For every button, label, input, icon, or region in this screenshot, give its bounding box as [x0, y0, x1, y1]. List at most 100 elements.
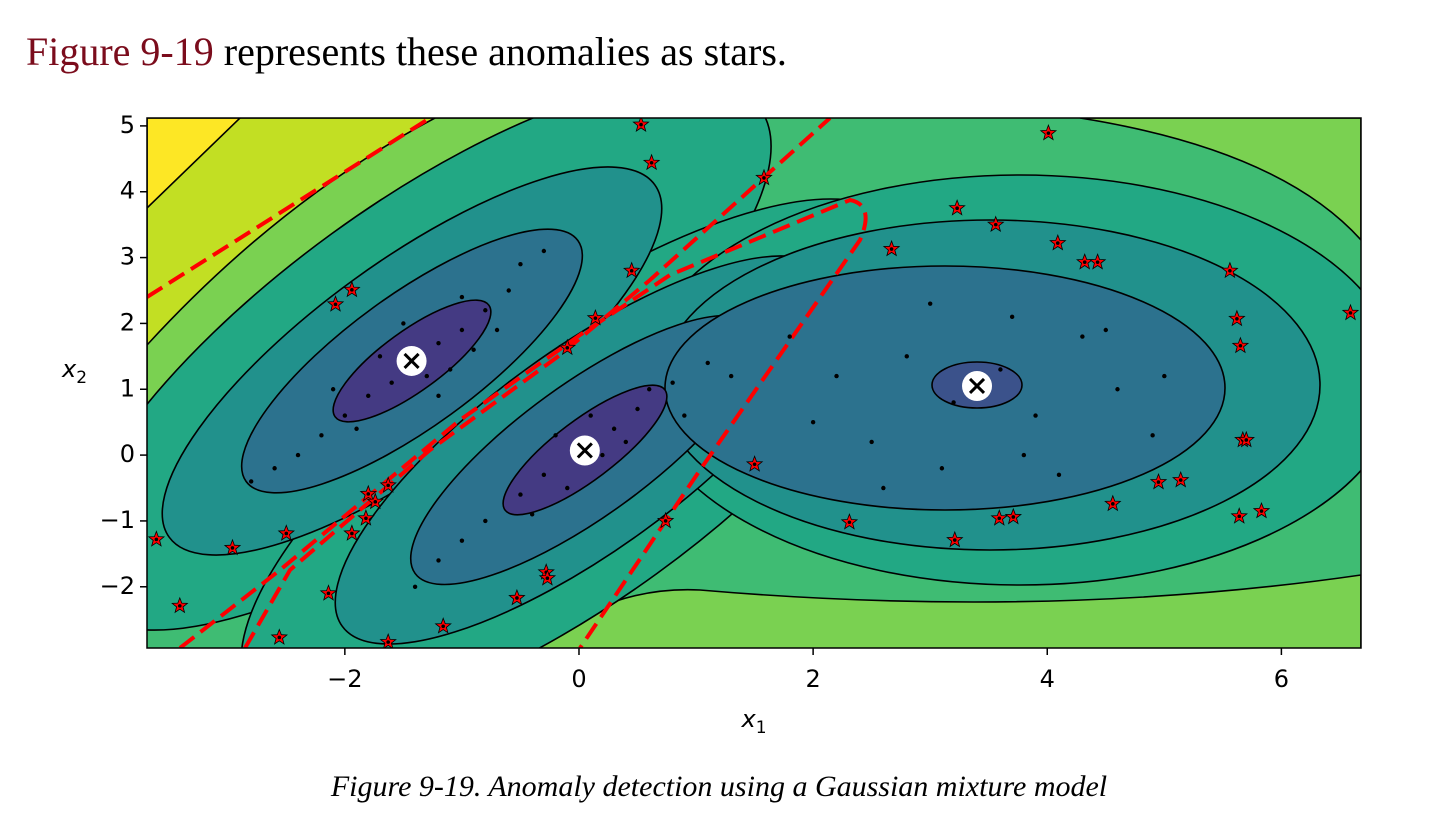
anomaly-dot — [515, 596, 519, 600]
sample-point — [471, 347, 476, 352]
anomaly-dot — [350, 531, 354, 536]
sample-point — [483, 308, 488, 313]
x-label-base: x — [740, 705, 756, 733]
paragraph-text: represents these anomalies as stars. — [223, 29, 787, 74]
marks — [147, 118, 1360, 648]
anomaly-dot — [1111, 502, 1115, 506]
sample-point — [389, 380, 394, 385]
x-axis-label: x1 — [740, 705, 766, 738]
y-tick-label: 5 — [120, 111, 135, 139]
y-tick-label: 3 — [120, 243, 135, 271]
sample-point — [459, 327, 465, 333]
anomaly-dot — [1156, 480, 1161, 484]
sample-point — [319, 433, 324, 438]
anomaly-dot — [629, 268, 634, 273]
sample-point — [705, 360, 710, 366]
figure-link[interactable]: Figure 9-19 — [26, 29, 214, 74]
anomaly-dot — [154, 537, 159, 542]
anomaly-dot — [997, 516, 1002, 521]
anomaly-dot — [762, 176, 766, 180]
anomaly-dot — [993, 222, 998, 227]
sample-point — [436, 393, 441, 399]
anomaly-dot — [230, 546, 235, 550]
y-label-base: x — [61, 355, 77, 383]
anomaly-dot — [663, 519, 668, 523]
sample-point — [1033, 413, 1038, 418]
anomaly-dot — [889, 247, 894, 251]
x-tick-label: 4 — [1040, 665, 1055, 693]
sample-point — [448, 367, 453, 372]
sample-point — [272, 466, 277, 471]
sample-point — [1103, 327, 1108, 333]
anomaly-dot — [386, 640, 390, 644]
anomaly-dot — [1237, 514, 1242, 519]
y-tick-label: −2 — [100, 572, 135, 600]
sample-point — [927, 301, 933, 306]
anomaly-dot — [1011, 515, 1016, 519]
sample-point — [647, 387, 652, 392]
anomaly-dot — [373, 500, 378, 504]
anomaly-dot — [1082, 260, 1087, 264]
sample-point — [1150, 433, 1155, 438]
sample-point — [869, 439, 874, 445]
sample-point — [728, 373, 734, 379]
sample-point — [682, 413, 687, 418]
anomaly-dot — [333, 302, 338, 307]
sample-point — [611, 426, 617, 431]
anomaly-dot — [441, 624, 445, 629]
y-label-sub: 2 — [76, 368, 87, 388]
sample-point — [1021, 452, 1027, 458]
sample-point — [541, 472, 547, 478]
anomaly-dot — [326, 591, 331, 596]
anomaly-dot — [952, 538, 957, 542]
sample-point — [881, 485, 886, 491]
figure-caption: Figure 9-19. Anomaly detection using a G… — [330, 770, 1108, 803]
anomaly-dot — [1244, 438, 1249, 442]
x-tick-label: 6 — [1274, 665, 1289, 693]
sample-point — [354, 426, 359, 431]
anomaly-dot — [364, 516, 368, 521]
anomaly-dot — [1259, 509, 1264, 513]
anomaly-dot — [284, 531, 289, 536]
centroid-cross — [576, 442, 593, 459]
sample-point — [459, 538, 465, 543]
sample-point — [506, 288, 511, 293]
paragraph: Figure 9-19 represents these anomalies as… — [26, 28, 787, 75]
sample-point — [330, 387, 336, 392]
sample-point — [541, 248, 547, 254]
y-axis-label: x2 — [61, 355, 87, 388]
sample-point — [401, 321, 406, 326]
anomaly-dot — [350, 288, 354, 292]
sample-point — [342, 413, 348, 418]
sample-point — [588, 413, 593, 418]
y-tick-label: 2 — [120, 308, 135, 336]
sample-point — [810, 419, 816, 425]
sample-point — [412, 584, 418, 589]
anomaly-dot — [1095, 260, 1100, 264]
sample-point — [553, 433, 558, 438]
sample-point — [424, 373, 429, 379]
sample-point — [248, 479, 254, 484]
anomaly-dot — [649, 160, 654, 165]
sample-point — [518, 492, 523, 497]
sample-point — [939, 466, 945, 471]
anomaly-dot — [1235, 317, 1239, 321]
sample-point — [436, 558, 441, 563]
sample-point — [436, 340, 441, 346]
sample-point — [1162, 373, 1167, 379]
anomaly-dot — [752, 462, 757, 467]
sample-point — [600, 452, 605, 458]
anomaly-dot — [955, 206, 959, 210]
sample-point — [834, 373, 839, 379]
sample-point — [1115, 387, 1120, 392]
sample-point — [904, 354, 909, 359]
anomaly-dot — [1348, 311, 1353, 315]
sample-point — [670, 380, 675, 385]
anomaly-dot — [593, 316, 598, 320]
sample-point — [518, 261, 523, 267]
anomaly-dot — [1238, 344, 1243, 348]
sample-point — [1056, 472, 1062, 478]
sample-point — [787, 334, 792, 339]
